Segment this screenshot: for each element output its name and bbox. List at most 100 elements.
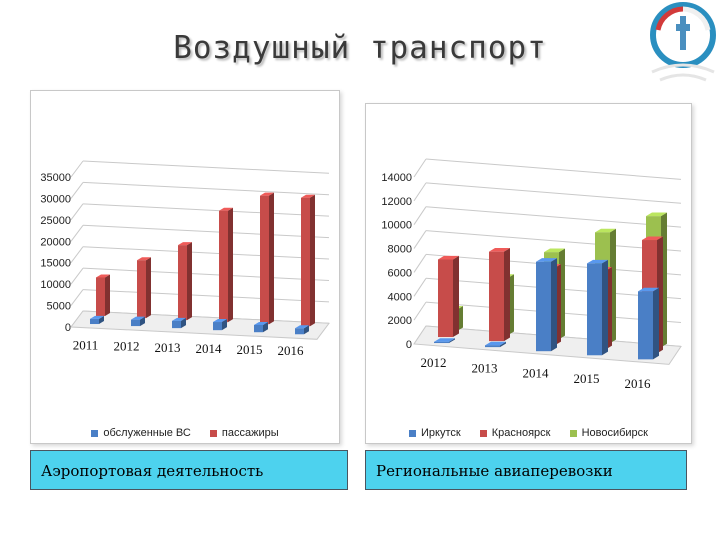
- gridline-side: [413, 206, 427, 225]
- legend-label-krasnoyarsk: Красноярск: [491, 427, 551, 439]
- bar: [438, 259, 453, 338]
- x-tick-label: 2011: [73, 338, 99, 353]
- chart-panel-regional: 0 2000 4000 6000 8000 10000 12000 14000 2012 2013…: [365, 103, 692, 444]
- bar-top: [90, 315, 104, 319]
- bar-side: [449, 338, 455, 344]
- bar-side: [653, 287, 659, 360]
- y-tick-label: 0: [65, 322, 71, 334]
- slide-title: Воздушный транспорт: [173, 30, 547, 66]
- bar: [295, 328, 304, 335]
- bar-side: [222, 319, 227, 331]
- bar: [90, 318, 99, 325]
- x-tick-label: 2013: [472, 360, 498, 375]
- bar-top: [260, 192, 274, 196]
- bar-top: [219, 207, 233, 211]
- bar-side: [146, 257, 151, 319]
- bar-side: [140, 316, 145, 327]
- legend-item-irkutsk: Иркутск: [409, 427, 461, 439]
- bar-top: [438, 255, 459, 260]
- gridline: [82, 181, 330, 196]
- bar-side: [310, 194, 315, 327]
- bar-top: [434, 338, 455, 342]
- gridline: [425, 230, 682, 252]
- y-tick-label: 0: [406, 339, 412, 351]
- gridline-side: [70, 267, 84, 285]
- chart-floor: [70, 310, 330, 340]
- bar: [219, 210, 228, 323]
- y-tick-label: 8000: [388, 244, 412, 256]
- legend-airport: обслуженные ВС пассажиры: [31, 427, 339, 439]
- legend-item-passengers: пассажиры: [209, 427, 279, 439]
- x-tick-label: 2014: [196, 341, 223, 356]
- bar-top: [178, 242, 192, 246]
- gridline: [82, 289, 330, 303]
- bar-top: [485, 341, 506, 346]
- bar-side: [269, 192, 274, 325]
- x-tick-label: 2016: [625, 376, 652, 391]
- bar-top: [96, 274, 110, 278]
- caption-regional-flights: Региональные авиаперевозки: [365, 450, 687, 490]
- y-tick-label: 4000: [388, 291, 412, 303]
- legend-label-novosibirsk: Новосибирск: [581, 427, 648, 439]
- gridline: [82, 267, 330, 281]
- bar: [587, 263, 602, 356]
- y-tick-label: 12000: [381, 196, 412, 208]
- bar-side: [187, 242, 192, 321]
- gridline: [425, 158, 682, 180]
- gridline-side: [70, 246, 84, 264]
- gridline-side: [70, 160, 84, 178]
- bar: [489, 251, 504, 342]
- bar: [254, 324, 263, 333]
- gridline: [82, 246, 330, 260]
- bar-side: [504, 248, 510, 342]
- gridline: [425, 206, 682, 228]
- gridline-side: [70, 289, 84, 306]
- bar-top: [137, 257, 151, 261]
- bar-side: [551, 258, 557, 352]
- bar-top: [295, 325, 309, 329]
- gridline-side: [413, 301, 427, 321]
- bar-top: [587, 259, 608, 264]
- gridline-side: [70, 182, 84, 199]
- bar-top: [254, 321, 268, 325]
- bar-top: [489, 248, 510, 252]
- legend-regional: Иркутск Красноярск Новосибирск: [366, 427, 691, 439]
- chart-panel-airport: 0 5000 10000 15000 20000 25000 30000 35000 2011 2…: [30, 90, 340, 444]
- gridline: [82, 203, 330, 217]
- legend-item-novosibirsk: Новосибирск: [569, 427, 648, 439]
- legend-label-passengers: пассажиры: [221, 427, 279, 439]
- bar: [260, 195, 269, 325]
- bar-top: [213, 319, 227, 323]
- gridline-side: [70, 224, 84, 242]
- y-tick-label: 5000: [47, 301, 71, 313]
- y-tick-label: 25000: [40, 215, 71, 227]
- y-tick-label: 30000: [40, 193, 71, 205]
- bar-side: [181, 317, 186, 329]
- bar-top: [642, 236, 663, 241]
- bar-top: [301, 194, 315, 198]
- bar-top: [638, 287, 659, 292]
- bar-top: [131, 316, 145, 320]
- y-tick-label: 6000: [388, 267, 412, 279]
- gridline: [82, 224, 330, 239]
- bar-side: [453, 255, 459, 338]
- y-tick-label: 35000: [40, 172, 71, 184]
- bar-side: [99, 315, 104, 325]
- legend-item-aircraft: обслуженные ВС: [91, 427, 191, 439]
- bar-top: [544, 248, 565, 253]
- tower-emblem-icon: [650, 2, 716, 82]
- gridline: [82, 160, 330, 174]
- bar: [178, 245, 187, 321]
- gridline-side: [413, 182, 427, 202]
- bar-side: [500, 341, 506, 348]
- caption-airport-activity: Аэропортовая деятельность: [30, 450, 348, 490]
- bar-top: [172, 317, 186, 321]
- bar: [213, 322, 222, 331]
- x-tick-label: 2014: [523, 366, 550, 381]
- y-tick-label: 20000: [40, 236, 71, 248]
- y-tick-label: 15000: [40, 258, 71, 270]
- chart-regional-flights: 0 2000 4000 6000 8000 10000 12000 14000 2012 2013…: [381, 158, 682, 391]
- bar: [137, 260, 146, 319]
- x-tick-label: 2015: [574, 371, 600, 386]
- bar-side: [263, 321, 268, 333]
